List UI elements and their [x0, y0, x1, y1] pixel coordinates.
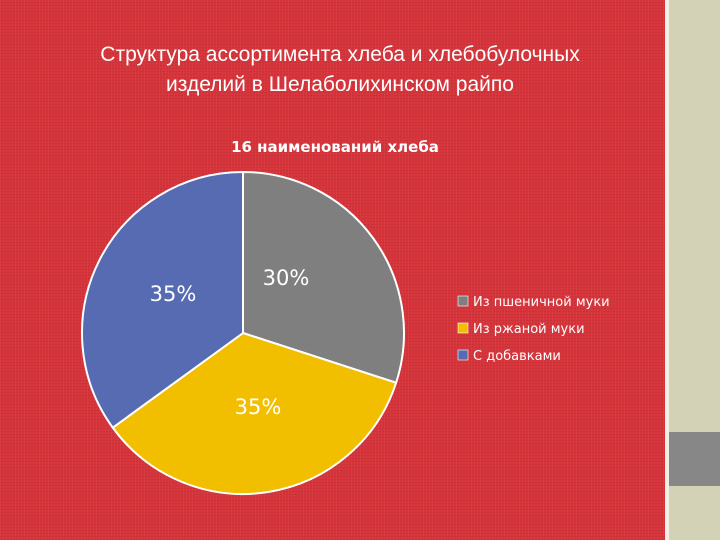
pie-labels: 30% 35% 35% — [150, 266, 310, 419]
pie-slice-label-1: 30% — [263, 266, 310, 290]
legend-label-1: Из пшеничной муки — [473, 295, 610, 310]
chart-legend: Из пшеничной муки Из ржаной муки С добавка… — [457, 295, 610, 364]
pie-slice-3 — [81, 170, 244, 430]
pie-slice-label-3: 35% — [150, 282, 197, 306]
chart-title: 16 наименований хлеба — [231, 138, 439, 156]
pie-slice-2 — [111, 331, 398, 495]
legend-label-2: Из ржаной муки — [473, 322, 585, 337]
legend-label-3: С добавками — [473, 349, 561, 364]
slide-title-line-1: Структура ассортимента хлеба и хлебобуло… — [100, 43, 580, 66]
slide-title-line-2: изделий в Шелаболихинском райпо — [166, 73, 514, 96]
pie-slice-1 — [242, 170, 405, 385]
slide-edge — [665, 0, 669, 540]
legend-swatch-3 — [457, 349, 469, 361]
legend-swatch-2 — [457, 322, 469, 334]
side-panel-block — [669, 432, 720, 486]
pie-chart: 16 наименований хлеба 30% 35% 35% Из пшени… — [81, 138, 610, 495]
slide-title: Структура ассортимента хлеба и хлебобуло… — [40, 40, 640, 100]
legend-swatch-1 — [457, 295, 469, 307]
pie-slice-label-2: 35% — [235, 395, 282, 419]
pie-slices — [81, 170, 405, 495]
